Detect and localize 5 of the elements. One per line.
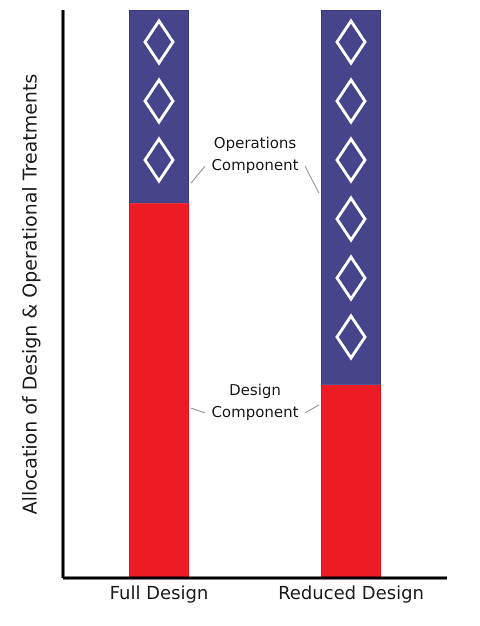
annotation: Design Component: [211, 380, 299, 421]
x-tick-label: Reduced Design: [278, 582, 424, 604]
annotation: Operations Component: [211, 134, 299, 174]
x-tick-label: Full Design: [110, 582, 208, 604]
y-axis-title: Allocation of Design & Operational Treatments: [20, 74, 42, 514]
